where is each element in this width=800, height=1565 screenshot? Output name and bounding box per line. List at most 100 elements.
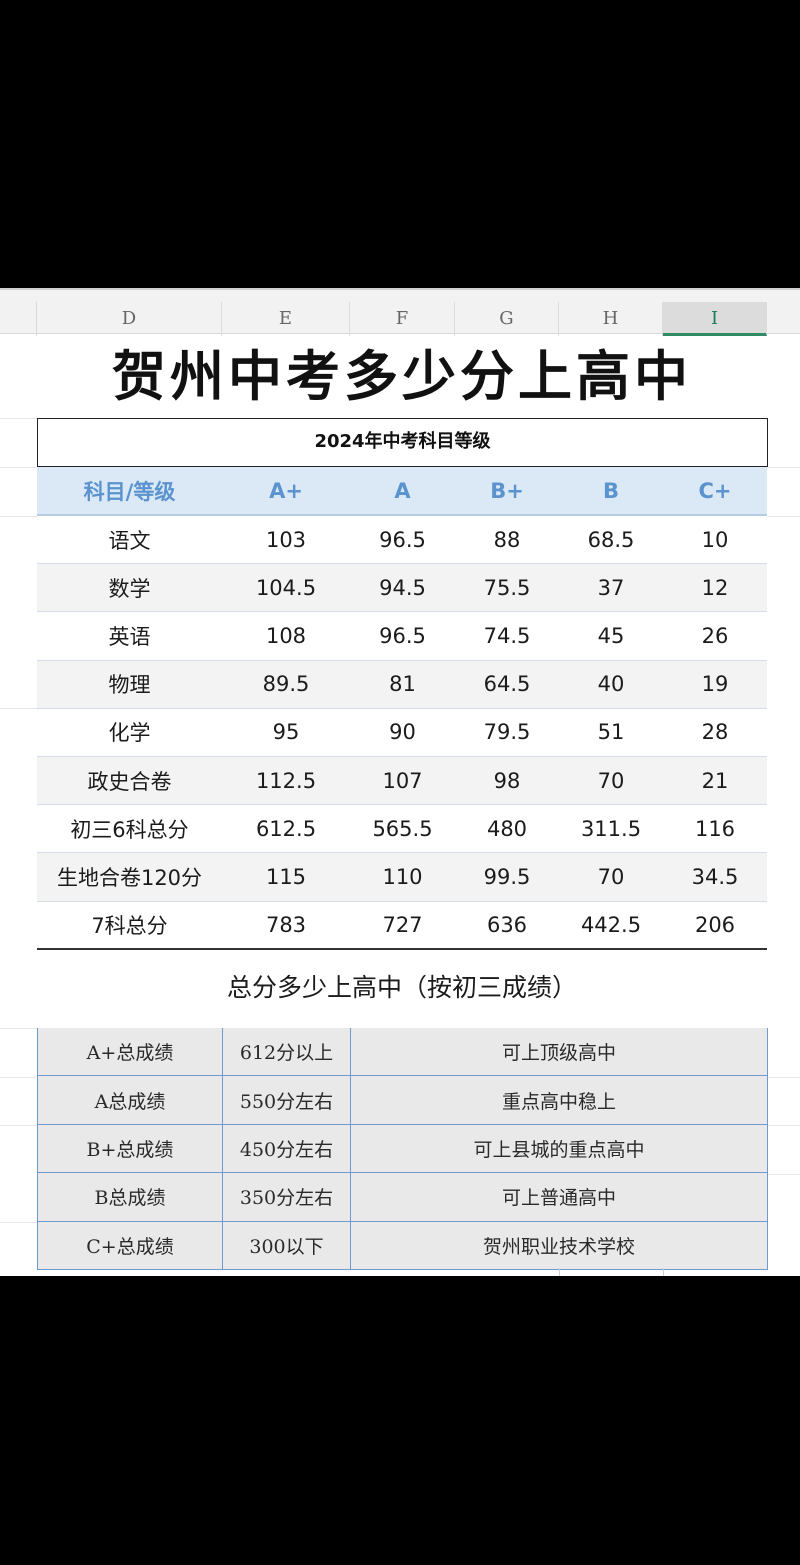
column-header-i-selected[interactable]: I <box>663 302 767 336</box>
column-header-bar: D E F G H I <box>0 288 800 336</box>
table-row: 数学 104.5 94.5 75.5 37 12 <box>37 564 767 613</box>
value-cell[interactable]: 96.5 <box>379 527 426 552</box>
result-cell[interactable]: 可上普通高中 <box>501 1187 616 1210</box>
value-cell[interactable]: 51 <box>597 720 625 745</box>
level-cell[interactable]: A总成绩 <box>38 1076 223 1124</box>
value-cell[interactable]: 70 <box>597 768 625 793</box>
value-cell[interactable]: 90 <box>389 720 416 745</box>
level-cell[interactable]: C+总成绩 <box>38 1221 223 1269</box>
value-cell[interactable]: 112.5 <box>255 768 317 793</box>
value-cell[interactable]: 79.5 <box>483 720 531 745</box>
value-cell[interactable]: 311.5 <box>580 816 642 841</box>
subject-cell[interactable]: 数学 <box>108 576 151 601</box>
level-cell[interactable]: B总成绩 <box>38 1173 223 1221</box>
value-cell[interactable]: 480 <box>486 816 528 841</box>
subject-cell[interactable]: 语文 <box>108 528 151 553</box>
subject-cell[interactable]: 化学 <box>108 721 151 746</box>
value-cell[interactable]: 70 <box>597 864 625 889</box>
gridline <box>0 1028 37 1029</box>
value-cell[interactable]: 95 <box>272 720 300 745</box>
value-cell[interactable]: 783 <box>265 912 307 937</box>
gridline <box>559 1268 560 1276</box>
value-cell[interactable]: 115 <box>265 864 307 889</box>
subject-cell[interactable]: 生地合卷120分 <box>56 865 203 890</box>
value-cell[interactable]: 727 <box>382 912 423 937</box>
value-cell[interactable]: 108 <box>265 623 307 648</box>
row-gutter-divider <box>36 302 37 336</box>
value-cell[interactable]: 612.5 <box>255 816 317 841</box>
level-cell[interactable]: B+总成绩 <box>38 1124 223 1173</box>
value-cell[interactable]: 88 <box>493 527 521 552</box>
value-cell[interactable]: 206 <box>694 912 736 937</box>
value-cell[interactable]: 68.5 <box>587 527 635 552</box>
column-header-e[interactable]: E <box>222 302 350 336</box>
column-header-h[interactable]: H <box>559 302 663 336</box>
grade-table: 科目/等级 A+ A B+ B C+ 语文 103 96.5 88 68.5 1… <box>37 467 767 950</box>
value-cell[interactable]: 103 <box>265 527 307 552</box>
spreadsheet-view: D E F G H I 贺州中考多少分上高中 2024年中考科目等级 科目/等级… <box>0 288 800 1276</box>
value-cell[interactable]: 75.5 <box>483 575 531 600</box>
value-cell[interactable]: 116 <box>694 816 736 841</box>
result-cell[interactable]: 重点高中稳上 <box>501 1090 616 1113</box>
value-cell[interactable]: 28 <box>701 720 729 745</box>
value-cell[interactable]: 10 <box>701 527 729 552</box>
gridline <box>767 516 800 517</box>
header-cell-b-plus[interactable]: B+ <box>490 478 524 503</box>
result-cell[interactable]: 可上顶级高中 <box>501 1042 616 1065</box>
value-cell[interactable]: 37 <box>597 575 625 600</box>
subject-cell[interactable]: 英语 <box>108 624 151 649</box>
column-header-d[interactable]: D <box>37 302 222 336</box>
table-row: 化学 95 90 79.5 51 28 <box>37 709 767 757</box>
column-header-f[interactable]: F <box>350 302 455 336</box>
value-cell[interactable]: 45 <box>597 623 625 648</box>
score-cell[interactable]: 350分左右 <box>223 1173 351 1221</box>
gridline <box>663 1268 664 1276</box>
value-cell[interactable]: 64.5 <box>483 672 531 697</box>
sheet-title: 贺州中考多少分上高中 <box>112 344 692 408</box>
result-cell[interactable]: 贺州职业技术学校 <box>482 1235 635 1258</box>
value-cell[interactable]: 12 <box>701 575 729 600</box>
value-cell[interactable]: 34.5 <box>691 864 739 889</box>
score-cell[interactable]: 450分左右 <box>223 1124 351 1173</box>
value-cell[interactable]: 74.5 <box>483 623 531 648</box>
value-cell[interactable]: 19 <box>701 672 729 697</box>
header-cell-subject[interactable]: 科目/等级 <box>83 479 176 504</box>
score-cell[interactable]: 612分以上 <box>223 1028 351 1076</box>
sheet-subtitle: 2024年中考科目等级 <box>37 418 768 467</box>
header-cell-a-plus[interactable]: A+ <box>269 478 303 503</box>
score-cell[interactable]: 550分左右 <box>223 1076 351 1124</box>
column-header-g[interactable]: G <box>455 302 559 336</box>
value-cell[interactable]: 636 <box>486 912 528 937</box>
table-row: 政史合卷 112.5 107 98 70 21 <box>37 756 767 806</box>
level-cell[interactable]: A+总成绩 <box>38 1028 223 1076</box>
header-cell-a[interactable]: A <box>394 478 411 503</box>
subject-cell[interactable]: 初三6科总分 <box>70 817 189 842</box>
value-cell[interactable]: 442.5 <box>580 912 642 937</box>
grade-table-header: 科目/等级 A+ A B+ B C+ <box>37 467 767 516</box>
value-cell[interactable]: 98 <box>493 768 521 793</box>
header-cell-c-plus[interactable]: C+ <box>698 478 732 503</box>
value-cell[interactable]: 26 <box>701 623 729 648</box>
value-cell[interactable]: 565.5 <box>372 816 433 841</box>
gridline <box>0 1077 37 1078</box>
value-cell[interactable]: 81 <box>389 672 416 697</box>
score-cell[interactable]: 300以下 <box>223 1221 351 1269</box>
gridline <box>0 418 37 419</box>
value-cell[interactable]: 89.5 <box>262 672 310 697</box>
value-cell[interactable]: 107 <box>382 768 423 793</box>
value-cell[interactable]: 110 <box>382 864 423 889</box>
value-cell[interactable]: 99.5 <box>483 864 531 889</box>
subject-cell[interactable]: 7科总分 <box>91 913 168 938</box>
value-cell[interactable]: 96.5 <box>379 623 426 648</box>
table-row: 初三6科总分 612.5 565.5 480 311.5 116 <box>37 805 767 854</box>
gridline <box>0 1222 37 1223</box>
subject-cell[interactable]: 物理 <box>108 673 151 698</box>
result-cell[interactable]: 可上县城的重点高中 <box>473 1138 645 1161</box>
value-cell[interactable]: 104.5 <box>255 575 317 600</box>
table-row: B+总成绩 450分左右 可上县城的重点高中 <box>38 1124 767 1174</box>
value-cell[interactable]: 94.5 <box>379 575 426 600</box>
header-cell-b[interactable]: B <box>602 478 619 503</box>
subject-cell[interactable]: 政史合卷 <box>87 769 172 794</box>
value-cell[interactable]: 21 <box>701 768 729 793</box>
value-cell[interactable]: 40 <box>597 672 625 697</box>
